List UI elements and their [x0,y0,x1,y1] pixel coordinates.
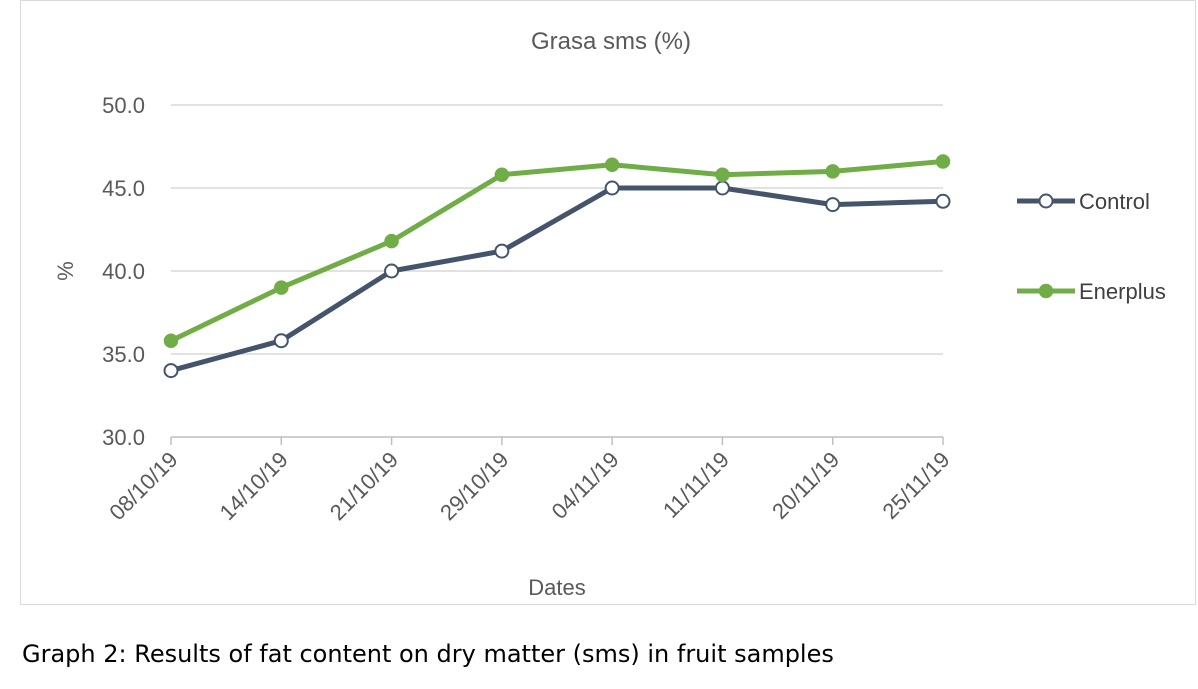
x-tick-label: 08/10/19 [104,447,182,525]
y-tick-label: 30.0 [102,425,145,450]
data-point-enerplus [494,167,510,182]
data-point-enerplus [274,280,289,295]
x-axis-title: Dates [528,575,585,600]
legend-marker-control [1038,193,1054,209]
x-tick-label: 29/10/19 [435,447,513,525]
data-point-control [273,333,289,349]
x-tick-label: 04/11/19 [547,447,624,524]
x-tick-label: 21/10/19 [325,447,403,525]
y-tick-label: 40.0 [102,259,145,284]
series-line-enerplus [169,158,944,343]
chart-frame: Grasa sms (%) 30.0 35.0 40.0 45.0 50.0 08/10/1… [20,0,1196,605]
x-tick-label: 20/11/19 [767,447,844,524]
data-point-enerplus [604,157,620,173]
figure-caption: Graph 2: Results of fat content on dry m… [22,640,834,668]
x-tick-label: 11/11/19 [658,447,734,523]
data-point-control [163,363,179,379]
legend-label-enerplus: Enerplus [1079,279,1166,304]
data-point-enerplus [384,233,399,249]
data-point-enerplus [825,164,840,179]
data-point-control [604,180,620,196]
data-point-enerplus [163,333,179,348]
x-tick-label: 25/11/19 [877,447,954,524]
y-tick-label: 50.0 [102,93,145,118]
x-tick-label: 14/10/19 [215,447,293,525]
data-point-control [714,180,730,196]
data-point-control [825,197,841,213]
line-chart: Grasa sms (%) 30.0 35.0 40.0 45.0 50.0 08/10/1… [53,28,1166,600]
y-tick-label: 45.0 [102,176,145,201]
legend-marker-enerplus [1038,283,1054,299]
data-point-enerplus [935,154,951,169]
legend-label-control: Control [1079,189,1150,214]
data-point-enerplus [715,167,730,182]
data-point-control [494,243,510,259]
y-axis-title: % [53,261,78,281]
chart-title: Grasa sms (%) [531,28,691,55]
data-point-control [935,193,951,209]
data-point-control [384,263,400,279]
y-tick-label: 35.0 [102,342,145,367]
series-line-control [170,185,944,374]
